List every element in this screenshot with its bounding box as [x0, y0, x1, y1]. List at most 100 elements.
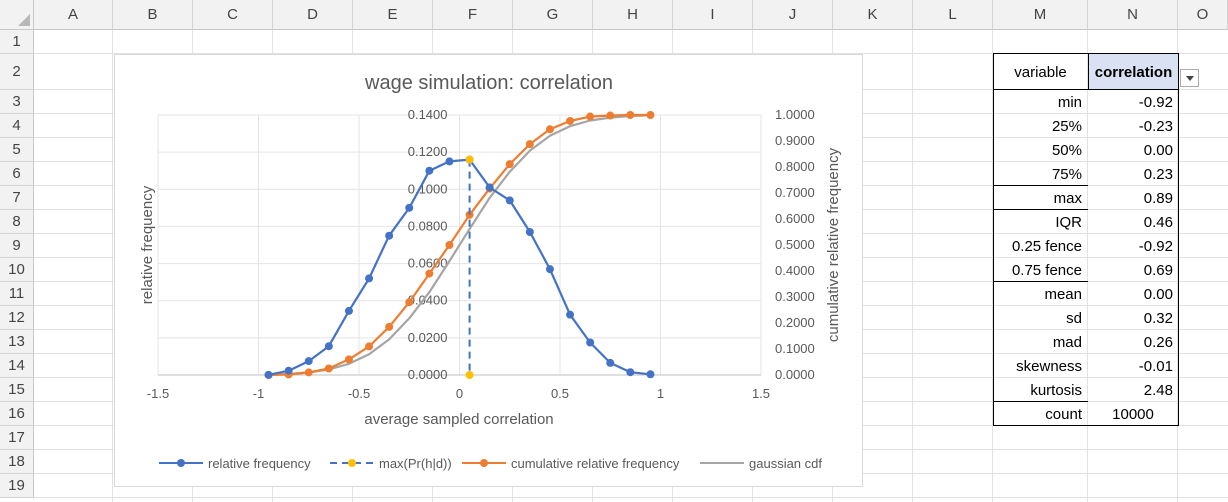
data-point-2: [545, 125, 554, 134]
table-border: [993, 401, 1088, 402]
column-header-N[interactable]: N: [1088, 0, 1178, 30]
data-point-0: [566, 310, 575, 319]
column-header-H[interactable]: H: [593, 0, 673, 30]
data-point-2: [646, 111, 655, 119]
data-point-2: [304, 368, 313, 377]
column-header-J[interactable]: J: [753, 0, 833, 30]
gridline-vertical: [112, 30, 113, 502]
row-header-2[interactable]: 2: [0, 54, 34, 90]
data-point-0: [586, 338, 595, 347]
stat-label-6: IQR: [1055, 213, 1082, 231]
data-point-1: [465, 371, 474, 379]
column-header-E[interactable]: E: [353, 0, 433, 30]
column-header-I[interactable]: I: [673, 0, 753, 30]
row-header-9[interactable]: 9: [0, 234, 34, 258]
y2-tick-label: 0.6000: [775, 211, 815, 226]
correlation-chart[interactable]: wage simulation: correlation -1.5 -1 -0.5 0 0…: [114, 54, 863, 487]
row-header-15[interactable]: 15: [0, 378, 34, 402]
y-tick-label: 0.1200: [408, 144, 448, 159]
row-header-7[interactable]: 7: [0, 186, 34, 210]
column-header-F[interactable]: F: [433, 0, 513, 30]
legend-swatch-marker: [177, 459, 185, 467]
column-header-L[interactable]: L: [913, 0, 993, 30]
gridline-horizontal: [34, 53, 1228, 54]
data-point-2: [465, 210, 474, 219]
column-header-A[interactable]: A: [34, 0, 113, 30]
filter-dropdown-button[interactable]: [1180, 69, 1199, 87]
column-header-C[interactable]: C: [193, 0, 273, 30]
header-variable-label: variable: [1014, 63, 1067, 81]
legend-swatch-marker: [480, 459, 488, 467]
row-header-13[interactable]: 13: [0, 330, 34, 354]
column-header-G[interactable]: G: [513, 0, 593, 30]
row-header-10[interactable]: 10: [0, 258, 34, 282]
row-header-6[interactable]: 6: [0, 162, 34, 186]
table-border: [993, 53, 994, 426]
stat-value-13: 2.48: [1143, 381, 1173, 399]
gridline-vertical: [992, 30, 993, 502]
legend-swatch-marker: [348, 459, 356, 467]
gridline-vertical: [1177, 30, 1178, 502]
row-header-17[interactable]: 17: [0, 426, 34, 450]
data-point-0: [385, 231, 394, 240]
row-header-12[interactable]: 12: [0, 306, 34, 330]
stat-value-9: 0.00: [1143, 285, 1173, 303]
data-point-0: [324, 342, 333, 351]
gridline-vertical: [1087, 30, 1088, 502]
header-correlation-label: correlation: [1089, 54, 1178, 90]
stat-value-5: 0.89: [1143, 189, 1173, 207]
column-header-O[interactable]: O: [1178, 0, 1228, 30]
row-header-16[interactable]: 16: [0, 402, 34, 426]
table-border: [993, 53, 1179, 54]
stat-value-11: 0.26: [1143, 333, 1173, 351]
row-header-11[interactable]: 11: [0, 282, 34, 306]
x-tick-label: 0: [456, 386, 463, 401]
row-header-1[interactable]: 1: [0, 30, 34, 54]
table-border: [1088, 53, 1089, 90]
data-point-0: [264, 370, 273, 379]
data-point-2: [626, 111, 635, 119]
table-border: [1088, 89, 1179, 90]
stat-label-11: mad: [1052, 333, 1082, 351]
data-point-2: [566, 116, 575, 125]
row-header-18[interactable]: 18: [0, 450, 34, 474]
y-tick-label: 0.1400: [408, 107, 448, 122]
stat-label-9: mean: [1044, 285, 1082, 303]
data-point-0: [445, 157, 454, 166]
y2-tick-label: 0.4000: [775, 263, 815, 278]
stat-value-2: -0.23: [1138, 117, 1173, 135]
y-tick-label: 0.0600: [408, 256, 448, 271]
stat-value-14: 10000: [1112, 405, 1154, 423]
data-point-0: [485, 183, 494, 192]
row-header-5[interactable]: 5: [0, 138, 34, 162]
row-header-14[interactable]: 14: [0, 354, 34, 378]
select-all-icon: [18, 14, 30, 26]
stat-label-5: max: [1053, 189, 1082, 207]
column-header-B[interactable]: B: [113, 0, 193, 30]
y-axis-title: relative frequency: [139, 185, 156, 304]
column-header-M[interactable]: M: [993, 0, 1088, 30]
x-tick-label: -1.5: [147, 386, 169, 401]
data-point-2: [586, 112, 595, 121]
column-header-D[interactable]: D: [273, 0, 353, 30]
y2-axis-title: cumulative relative frequency: [825, 147, 842, 342]
data-point-2: [324, 364, 333, 373]
legend-label: gaussian cdf: [749, 456, 822, 471]
row-header-4[interactable]: 4: [0, 114, 34, 138]
row-header-3[interactable]: 3: [0, 90, 34, 114]
row-header-8[interactable]: 8: [0, 210, 34, 234]
series-line-0: [268, 158, 651, 376]
data-point-0: [525, 228, 534, 236]
stat-label-12: skewness: [1016, 357, 1082, 375]
stat-label-7: 0.25 fence: [1011, 237, 1082, 255]
legend-label: relative frequency: [208, 456, 311, 471]
data-point-2: [365, 342, 374, 351]
y-tick-label: 0.0800: [408, 218, 448, 233]
select-all-corner[interactable]: [0, 0, 34, 30]
data-point-0: [365, 274, 374, 283]
column-header-K[interactable]: K: [833, 0, 913, 30]
row-header-19[interactable]: 19: [0, 474, 34, 498]
data-point-0: [545, 265, 554, 274]
stat-value-6: 0.46: [1143, 213, 1173, 231]
